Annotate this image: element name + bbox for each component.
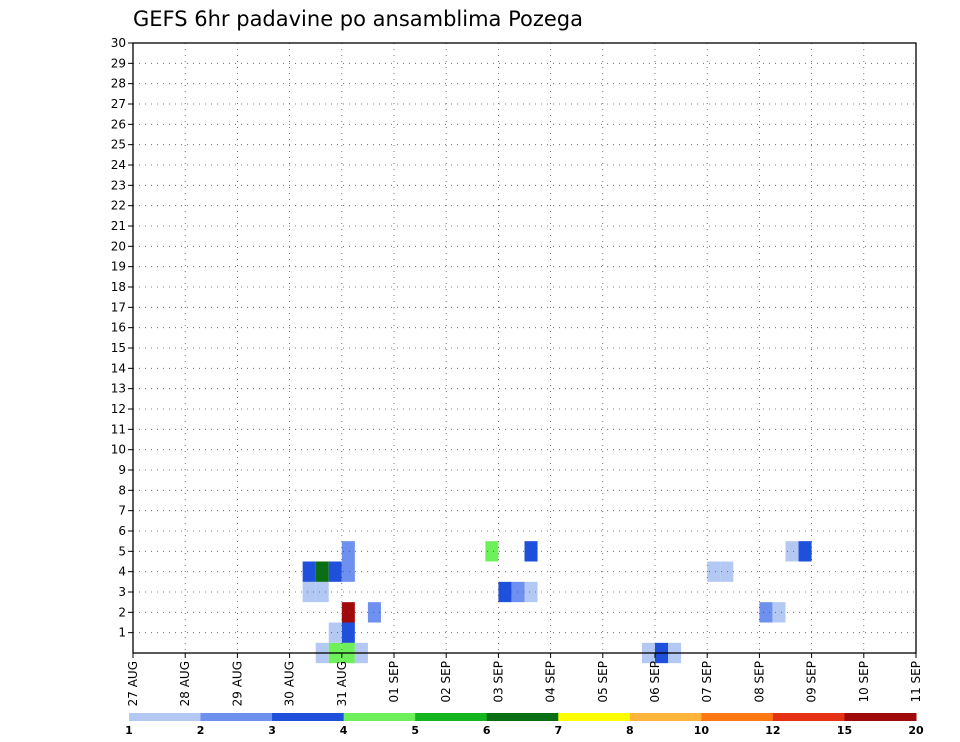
precip-cell [524,541,538,562]
colorbar-swatch [701,713,774,721]
precip-cell [498,581,512,603]
y-tick-label: 7 [118,504,126,518]
x-tick-label: 27 AUG [126,661,140,706]
precip-cell [315,561,329,582]
colorbar-label: 12 [765,724,780,737]
x-tick-label: 28 AUG [178,661,192,706]
x-tick-label: 02 SEP [439,661,453,703]
y-tick-label: 25 [111,138,126,152]
colorbar-label: 2 [197,724,205,737]
x-tick-label: 11 SEP [909,661,923,703]
x-tick-label: 05 SEP [596,661,610,703]
colorbar-swatch [772,713,845,721]
x-tick-label: 04 SEP [544,661,558,703]
colorbar-label: 1 [125,724,133,737]
colorbar-swatch [629,713,702,721]
y-tick-label: 5 [118,544,126,558]
colorbar-label: 8 [626,724,634,737]
colorbar-swatch [129,713,202,721]
y-tick-label: 13 [111,382,126,396]
x-tick-label: 03 SEP [491,661,505,703]
y-tick-label: 29 [111,56,126,70]
y-tick-label: 22 [111,199,126,213]
colorbar-label: 3 [268,724,276,737]
y-tick-label: 4 [118,565,126,579]
precip-cell [328,622,342,643]
y-tick-label: 14 [111,361,126,375]
precip-cell [341,541,355,562]
precip-cell [302,581,316,603]
precip-cell [707,561,721,582]
y-tick-label: 26 [111,117,126,131]
y-tick-label: 23 [111,178,126,192]
precip-cell [328,561,342,582]
y-tick-label: 18 [111,280,126,294]
y-tick-label: 30 [111,36,126,50]
precip-cell [341,602,355,623]
colorbar-label: 15 [837,724,852,737]
colorbar-swatch [558,713,631,721]
precip-cell [785,541,799,562]
colorbar-label: 20 [908,724,924,737]
y-tick-label: 20 [111,239,126,253]
chart-title: GEFS 6hr padavine po ansamblima Pozega [133,7,583,31]
y-tick-label: 9 [118,463,126,477]
precip-cell [341,622,355,643]
y-tick-label: 12 [111,402,126,416]
colorbar-label: 5 [411,724,419,737]
colorbar-swatch [200,713,273,721]
precip-cell [720,561,734,582]
x-tick-label: 09 SEP [805,661,819,703]
precip-cell [302,561,316,582]
y-tick-label: 2 [118,605,126,619]
y-tick-label: 16 [111,321,126,335]
colorbar-swatch [415,713,488,721]
colorbar-label: 10 [694,724,710,737]
precip-cell [367,602,381,623]
x-tick-label: 29 AUG [230,661,244,706]
colorbar-swatch [343,713,416,721]
y-tick-label: 8 [118,483,126,497]
y-tick-label: 27 [111,97,126,111]
colorbar-swatch [272,713,345,721]
colorbar-label: 6 [483,724,491,737]
y-tick-label: 15 [111,341,126,355]
y-tick-label: 19 [111,260,126,274]
x-tick-label: 08 SEP [752,661,766,703]
colorbar-swatch [844,713,917,721]
precip-cell [341,561,355,582]
y-tick-label: 11 [111,422,126,436]
y-tick-label: 21 [111,219,126,233]
y-tick-label: 17 [111,300,126,314]
colorbar-label: 4 [340,724,348,737]
x-tick-label: 06 SEP [648,661,662,703]
colorbar: 1 2 3 4 5 6 7 8 10 12 15 20 [125,713,924,737]
y-tick-label: 10 [111,443,126,457]
y-axis: 1234567891011121314151617181920212223242… [111,36,133,640]
precip-cell [315,581,329,603]
x-tick-label: 07 SEP [700,661,714,703]
y-tick-label: 6 [118,524,126,538]
precip-cell [485,541,499,562]
y-tick-label: 28 [111,77,126,91]
precip-cell [772,602,786,623]
y-tick-label: 1 [118,626,126,640]
x-axis: 27 AUG 28 AUG 29 AUG 30 AUG 31 AUG 01 SEP 02 S… [126,653,923,706]
x-tick-label: 30 AUG [283,661,297,706]
y-tick-label: 24 [111,158,126,172]
colorbar-label: 7 [554,724,562,737]
colorbar-swatch [486,713,559,721]
x-tick-label: 10 SEP [857,661,871,703]
x-tick-label: 31 AUG [335,661,349,706]
y-tick-label: 3 [118,585,126,599]
data-cells [302,541,812,664]
precip-cell [524,581,538,603]
precip-cell [759,602,773,623]
x-tick-label: 01 SEP [387,661,401,703]
